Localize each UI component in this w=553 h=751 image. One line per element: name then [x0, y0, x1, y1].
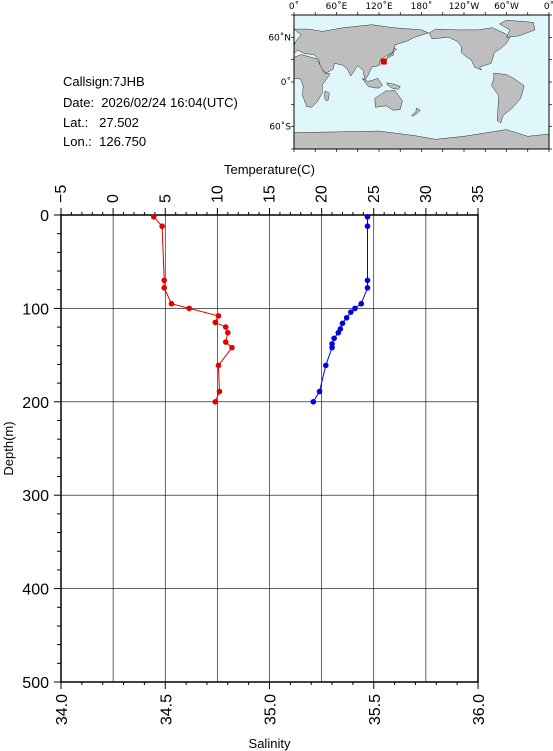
salinity-tick-label: 36.0 — [471, 694, 488, 725]
salinity-point — [322, 362, 329, 369]
depth-tick-label: 100 — [22, 301, 49, 318]
station-marker — [380, 58, 387, 65]
temperature-tick-label: 15 — [262, 185, 279, 203]
temperature-point — [212, 399, 219, 405]
salinity-point — [310, 399, 317, 405]
depth-tick-label: 0 — [40, 208, 49, 225]
salinity-tick-label: 34.0 — [54, 694, 71, 725]
date-text: Date: 2026/02/24 16:04(UTC) — [63, 95, 238, 110]
temperature-point — [229, 344, 235, 351]
salinity-axis-title: Salinity — [249, 736, 291, 751]
salinity-point — [339, 320, 346, 327]
north-america-land — [429, 27, 511, 71]
longitude-text: Lon.: 126.750 — [63, 134, 147, 149]
salinity-point — [364, 223, 371, 230]
salinity-point — [335, 329, 342, 336]
salinity-point — [352, 305, 358, 312]
temperature-tick-label: 0 — [105, 194, 122, 203]
map-lon-label: 120˚E — [365, 1, 393, 12]
salinity-point — [316, 388, 323, 395]
map-lon-label: 120˚W — [449, 1, 480, 12]
greenland-land — [498, 19, 536, 38]
map-lon-label: 60˚E — [326, 1, 348, 12]
south-america-land — [491, 72, 525, 124]
new-zealand-land — [411, 107, 421, 117]
temperature-point — [216, 388, 223, 395]
temperature-tick-label: −5 — [53, 185, 70, 203]
depth-axis-title: Depth(m) — [1, 421, 16, 475]
temperature-tick-label: 5 — [157, 194, 174, 203]
australia-land — [374, 89, 403, 111]
depth-tick-label: 200 — [22, 395, 49, 412]
temperature-point — [161, 277, 168, 284]
temperature-point — [150, 214, 157, 220]
map-lon-label: 60˚W — [494, 1, 519, 12]
salinity-point — [348, 309, 354, 315]
depth-tick-label: 500 — [22, 675, 49, 692]
world-map: 0˚ 60˚E 120˚E 180˚ 120˚W 60˚W 0˚ 60˚N 0˚ 60˚S — [268, 1, 553, 152]
salinity-point — [364, 214, 371, 220]
temperature-point — [215, 362, 222, 369]
callsign-text: Callsign:7JHB — [63, 74, 145, 89]
salinity-point — [364, 277, 371, 284]
eurasia-land — [293, 24, 430, 82]
temperature-point — [186, 305, 193, 312]
temperature-point — [168, 300, 175, 307]
temperature-tick-label: 35 — [470, 185, 487, 203]
new-guinea-land — [386, 82, 401, 90]
map-lon-label: 0˚ — [289, 1, 299, 12]
temperature-tick-label: 30 — [418, 185, 435, 203]
salinity-tick-label: 35.0 — [263, 694, 280, 725]
map-lat-label: 60˚N — [268, 32, 291, 43]
temperature-axis-title: Temperature(C) — [224, 162, 315, 177]
madagascar-land — [324, 90, 330, 101]
salinity-tick-label: 35.5 — [367, 694, 384, 725]
africa-land — [293, 54, 331, 108]
temperature-tick-label: 25 — [366, 185, 383, 203]
temperature-point — [212, 319, 219, 326]
depth-tick-label: 300 — [22, 488, 49, 505]
latitude-text: Lat.: 27.502 — [63, 115, 139, 130]
temperature-tick-label: 10 — [209, 185, 226, 203]
map-lat-label: 60˚S — [269, 122, 291, 133]
temperature-tick-label: 20 — [314, 185, 331, 203]
indonesia-land — [361, 78, 383, 89]
temperature-point — [225, 329, 231, 336]
salinity-point — [364, 285, 371, 291]
temperature-point — [215, 313, 222, 319]
japan-land — [385, 48, 398, 60]
map-lon-label: 0˚ — [544, 1, 553, 12]
salinity-point — [343, 314, 350, 321]
temperature-point — [161, 285, 168, 291]
salinity-point — [329, 344, 335, 351]
map-lon-label: 180˚ — [411, 1, 433, 12]
map-lat-label: 0˚ — [281, 77, 291, 88]
salinity-tick-label: 34.5 — [158, 694, 175, 725]
salinity-point — [358, 300, 365, 307]
depth-tick-label: 400 — [22, 582, 49, 599]
temperature-point — [222, 339, 229, 345]
temperature-point — [159, 223, 165, 230]
temperature-point — [222, 324, 229, 330]
salinity-point — [331, 335, 337, 342]
